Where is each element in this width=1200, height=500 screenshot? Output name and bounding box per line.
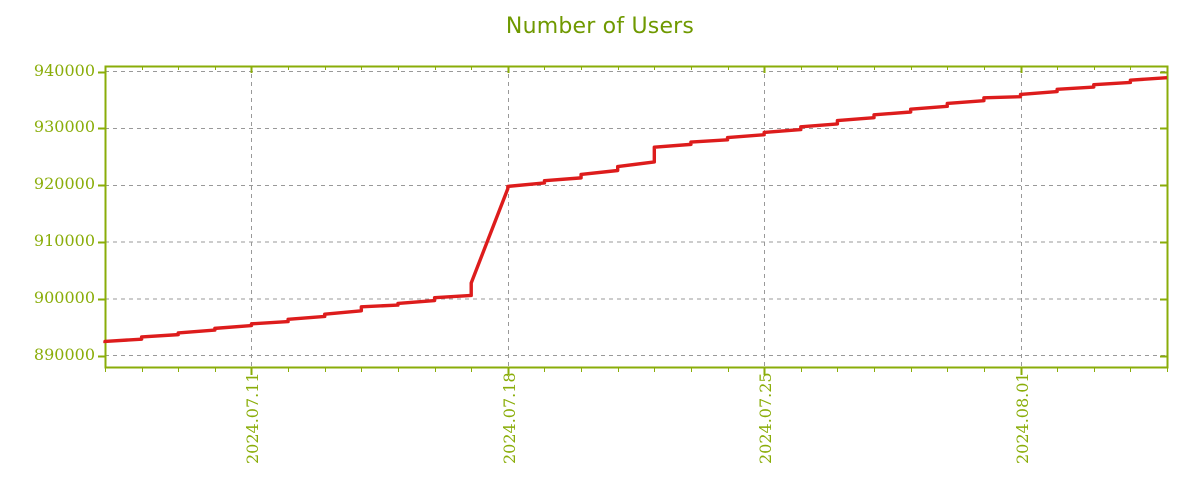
y-axis-tick-label: 890000 (33, 344, 95, 364)
chart-title: Number of Users (505, 14, 695, 39)
y-axis-tick-label: 920000 (33, 174, 95, 194)
plot-frame (104, 65, 1169, 369)
x-axis-tick-label: 2024.08.01 (1012, 372, 1032, 464)
x-axis-tick-label: 2024.07.25 (756, 372, 776, 464)
y-axis-tick-label: 900000 (33, 287, 95, 307)
x-axis-tick-label: 2024.07.18 (499, 372, 519, 464)
gridlines (105, 66, 1167, 367)
data-series-layer (103, 75, 1168, 344)
y-axis-tick-label: 910000 (33, 231, 95, 251)
y-axis-tick-label: 940000 (33, 60, 95, 80)
axis-ticks (98, 66, 1168, 375)
x-axis-tick-label: 2024.07.11 (243, 372, 263, 464)
y-axis-tick-label: 930000 (33, 117, 95, 137)
